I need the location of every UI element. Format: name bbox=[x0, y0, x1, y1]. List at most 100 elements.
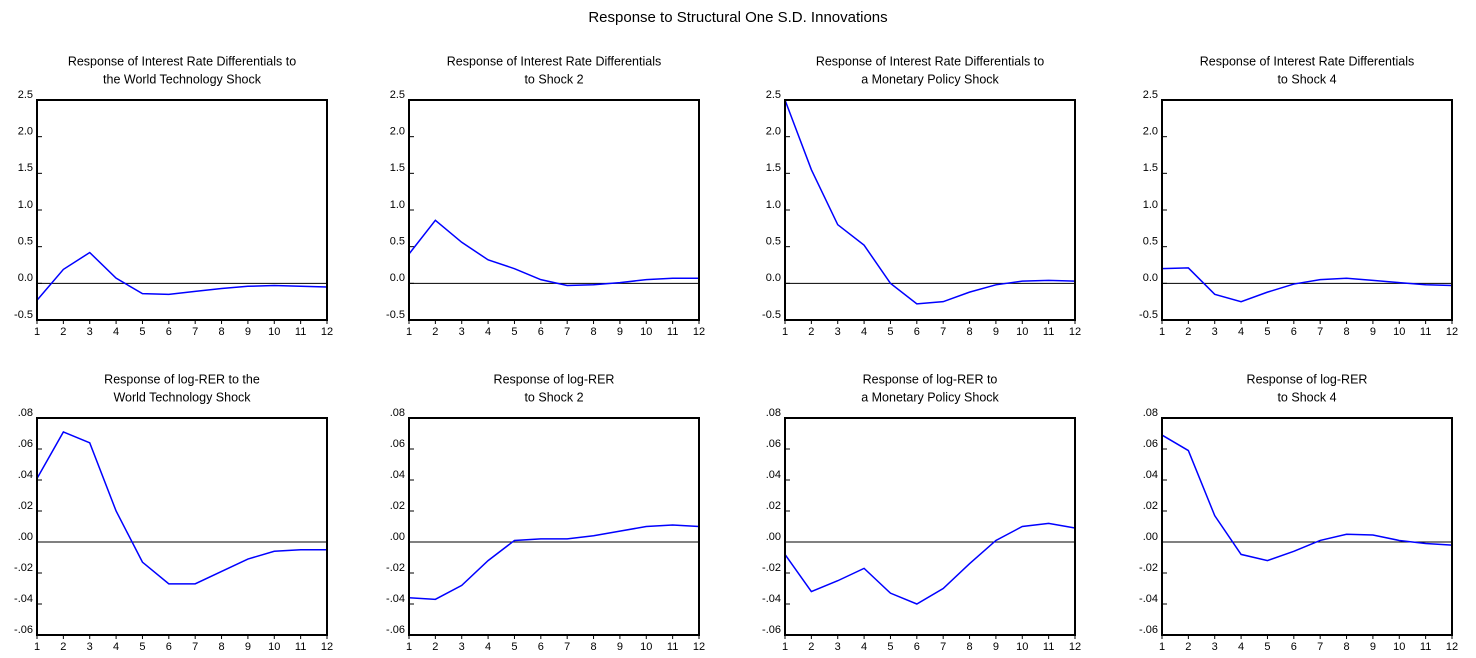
x-tick-label: 9 bbox=[1370, 641, 1376, 653]
y-tick-label: 0.0 bbox=[1143, 272, 1158, 284]
x-tick-label: 12 bbox=[1446, 326, 1458, 338]
y-tick-label: 0.0 bbox=[18, 272, 33, 284]
y-tick-label: .08 bbox=[766, 407, 781, 419]
x-tick-label: 10 bbox=[268, 326, 280, 338]
y-tick-label: 2.5 bbox=[18, 89, 33, 101]
x-tick-label: 10 bbox=[1016, 326, 1028, 338]
y-tick-label: -.02 bbox=[386, 562, 405, 574]
y-tick-label: 0.5 bbox=[390, 236, 405, 248]
x-tick-label: 4 bbox=[485, 641, 491, 653]
x-tick-label: 1 bbox=[34, 326, 40, 338]
y-tick-label: .08 bbox=[1143, 407, 1158, 419]
y-tick-label: -.02 bbox=[1139, 562, 1158, 574]
y-tick-label: -0.5 bbox=[762, 309, 781, 321]
y-tick-label: 2.5 bbox=[1143, 89, 1158, 101]
x-tick-label: 10 bbox=[1016, 641, 1028, 653]
x-tick-label: 8 bbox=[590, 326, 596, 338]
x-tick-label: 7 bbox=[1317, 326, 1323, 338]
y-tick-label: -.04 bbox=[14, 593, 33, 605]
y-tick-label: 2.0 bbox=[1143, 126, 1158, 138]
x-tick-label: 9 bbox=[617, 641, 623, 653]
plot-frame bbox=[408, 417, 700, 636]
x-tick-label: 9 bbox=[245, 326, 251, 338]
x-tick-label: 12 bbox=[321, 641, 333, 653]
series-line bbox=[784, 99, 1076, 305]
series-line bbox=[1161, 267, 1453, 303]
chart-title: the World Technology Shock bbox=[103, 72, 262, 86]
x-tick-label: 1 bbox=[782, 641, 788, 653]
x-tick-label: 9 bbox=[993, 641, 999, 653]
y-tick-label: -.06 bbox=[386, 624, 405, 636]
series-line bbox=[1161, 434, 1453, 562]
x-tick-label: 7 bbox=[564, 326, 570, 338]
y-tick-label: 0.0 bbox=[766, 272, 781, 284]
y-tick-label: -.06 bbox=[1139, 624, 1158, 636]
x-tick-label: 6 bbox=[914, 641, 920, 653]
y-tick-label: -0.5 bbox=[14, 309, 33, 321]
y-tick-label: 2.0 bbox=[390, 126, 405, 138]
x-tick-label: 2 bbox=[432, 641, 438, 653]
x-tick-label: 5 bbox=[1264, 641, 1270, 653]
x-tick-label: 5 bbox=[511, 326, 517, 338]
x-tick-label: 7 bbox=[192, 326, 198, 338]
x-tick-label: 12 bbox=[1069, 326, 1081, 338]
x-tick-label: 1 bbox=[406, 641, 412, 653]
y-tick-label: .04 bbox=[766, 469, 781, 481]
y-tick-label: -.04 bbox=[762, 593, 781, 605]
chart-title: Response of log-RER to the bbox=[104, 372, 260, 386]
y-tick-label: .06 bbox=[766, 438, 781, 450]
x-tick-label: 3 bbox=[1212, 326, 1218, 338]
x-tick-label: 11 bbox=[1420, 641, 1431, 653]
y-tick-label: -.06 bbox=[762, 624, 781, 636]
x-tick-label: 11 bbox=[295, 641, 306, 653]
plot-frame bbox=[408, 99, 700, 321]
x-tick-label: 4 bbox=[861, 326, 867, 338]
x-tick-label: 10 bbox=[640, 641, 652, 653]
x-tick-label: 4 bbox=[113, 326, 119, 338]
x-tick-label: 5 bbox=[887, 326, 893, 338]
y-tick-label: 1.0 bbox=[1143, 199, 1158, 211]
chart-title: Response of Interest Rate Differentials bbox=[1200, 54, 1414, 68]
x-tick-label: 4 bbox=[485, 326, 491, 338]
series-line bbox=[36, 251, 328, 301]
y-tick-label: .06 bbox=[1143, 438, 1158, 450]
chart-title: to Shock 4 bbox=[1277, 72, 1336, 86]
y-tick-label: 1.5 bbox=[766, 162, 781, 174]
x-tick-label: 3 bbox=[835, 641, 841, 653]
x-tick-label: 7 bbox=[940, 641, 946, 653]
y-tick-label: .00 bbox=[18, 531, 33, 543]
x-tick-label: 6 bbox=[538, 641, 544, 653]
y-tick-label: 0.0 bbox=[390, 272, 405, 284]
y-tick-label: 1.5 bbox=[390, 162, 405, 174]
chart-title: World Technology Shock bbox=[113, 390, 251, 404]
x-tick-label: 2 bbox=[808, 641, 814, 653]
y-tick-label: 1.0 bbox=[390, 199, 405, 211]
x-tick-label: 8 bbox=[966, 326, 972, 338]
x-tick-label: 5 bbox=[887, 641, 893, 653]
y-tick-label: .00 bbox=[390, 531, 405, 543]
x-tick-label: 11 bbox=[1043, 641, 1054, 653]
x-tick-label: 6 bbox=[166, 641, 172, 653]
chart-title: Response of Interest Rate Differentials … bbox=[816, 54, 1044, 68]
x-tick-label: 7 bbox=[1317, 641, 1323, 653]
x-tick-label: 10 bbox=[268, 641, 280, 653]
x-tick-label: 5 bbox=[139, 326, 145, 338]
plot-frame bbox=[1161, 417, 1453, 636]
y-tick-label: -.04 bbox=[386, 593, 405, 605]
plot-frame bbox=[1161, 99, 1453, 321]
x-tick-label: 10 bbox=[1393, 641, 1405, 653]
x-tick-label: 6 bbox=[914, 326, 920, 338]
y-tick-label: .06 bbox=[18, 438, 33, 450]
x-tick-label: 2 bbox=[60, 641, 66, 653]
y-tick-label: -.06 bbox=[14, 624, 33, 636]
x-tick-label: 8 bbox=[590, 641, 596, 653]
x-tick-label: 3 bbox=[1212, 641, 1218, 653]
chart-title: Response of Interest Rate Differentials … bbox=[68, 54, 296, 68]
x-tick-label: 3 bbox=[835, 326, 841, 338]
chart-title: to Shock 2 bbox=[524, 72, 583, 86]
series-line bbox=[784, 522, 1076, 605]
x-tick-label: 1 bbox=[782, 326, 788, 338]
x-tick-label: 6 bbox=[1291, 641, 1297, 653]
x-tick-label: 11 bbox=[295, 326, 306, 338]
